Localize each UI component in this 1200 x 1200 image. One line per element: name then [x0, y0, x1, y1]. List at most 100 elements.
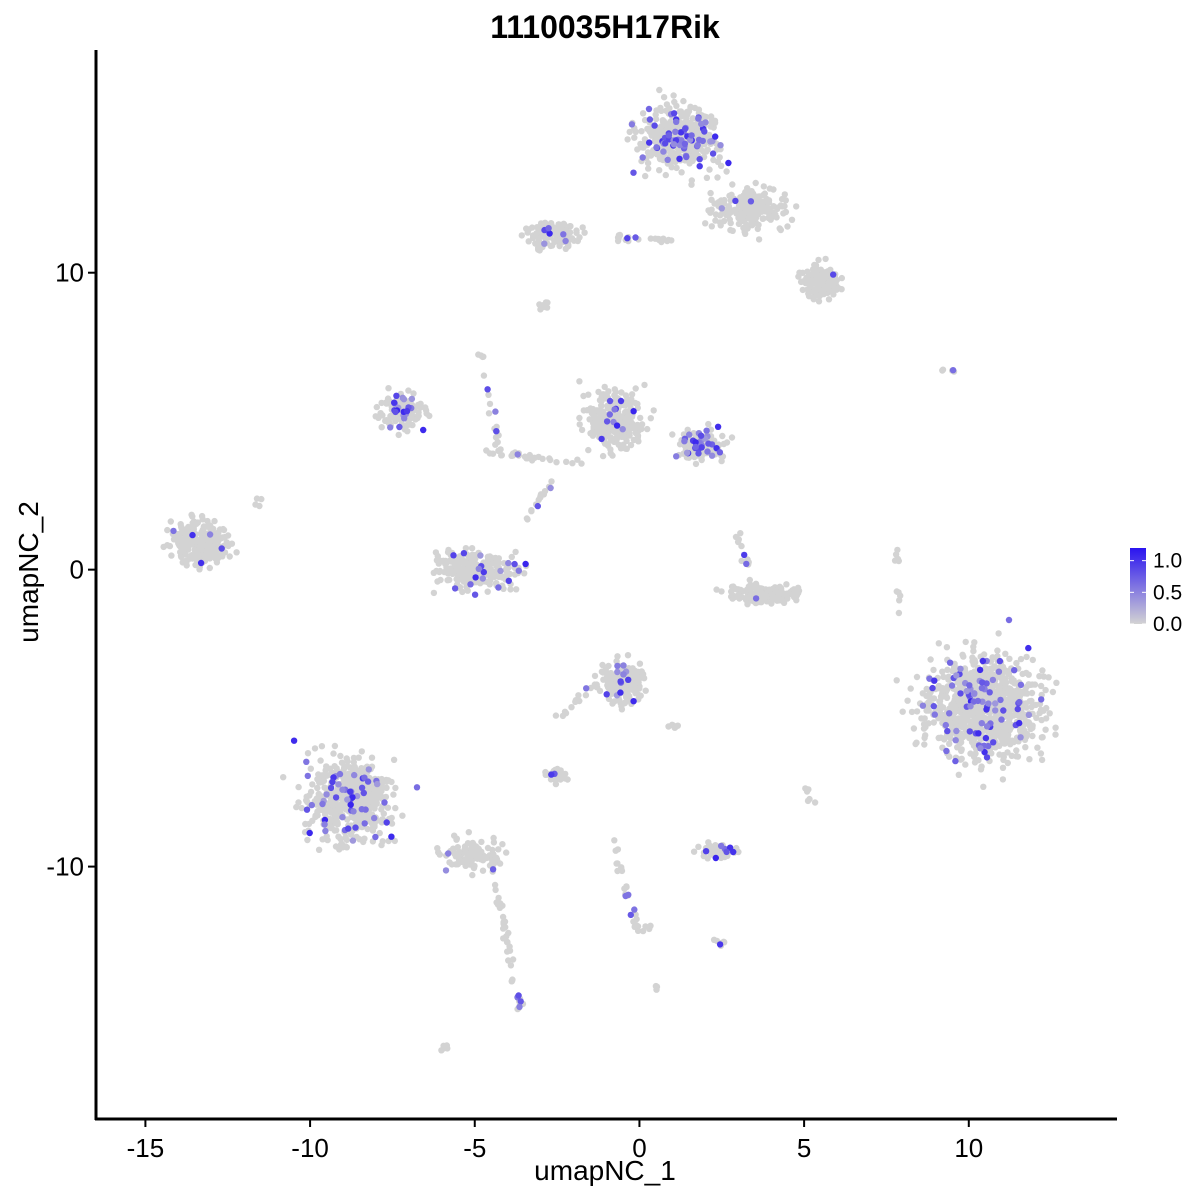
data-point	[495, 559, 502, 566]
data-point	[761, 594, 768, 601]
data-point	[723, 168, 730, 175]
data-point	[634, 146, 641, 153]
data-point	[690, 848, 698, 855]
data-point	[172, 536, 179, 543]
data-point	[976, 666, 984, 674]
data-point	[706, 131, 713, 139]
data-point	[736, 595, 743, 602]
data-point	[304, 836, 311, 844]
data-point	[511, 560, 518, 568]
data-point	[454, 566, 462, 574]
data-point	[938, 693, 945, 700]
x-tick-label: 5	[797, 1133, 811, 1163]
data-point	[164, 526, 171, 534]
data-point	[623, 883, 630, 890]
data-point	[583, 685, 590, 692]
data-point	[983, 706, 990, 713]
data-point	[307, 765, 314, 772]
data-point	[490, 851, 497, 858]
data-point	[955, 771, 962, 778]
data-point	[548, 771, 555, 778]
data-point	[695, 843, 702, 850]
data-point	[754, 225, 761, 233]
data-point	[496, 903, 504, 910]
data-point	[487, 569, 495, 576]
data-point	[319, 836, 326, 843]
data-point	[376, 829, 383, 837]
data-point	[600, 676, 607, 683]
data-point	[1042, 726, 1049, 733]
data-point	[627, 682, 635, 690]
data-point	[725, 159, 732, 167]
data-point	[454, 844, 461, 851]
data-point	[1005, 687, 1013, 695]
data-point	[557, 767, 564, 774]
data-point	[492, 408, 499, 415]
data-point	[996, 751, 1003, 758]
data-point	[653, 983, 661, 991]
data-point	[633, 922, 640, 929]
data-point	[986, 748, 994, 755]
data-point	[332, 843, 340, 850]
data-point	[1025, 644, 1032, 652]
data-point	[838, 274, 845, 282]
data-point	[990, 739, 997, 746]
data-point	[562, 770, 569, 778]
data-point	[304, 772, 311, 780]
data-point	[684, 426, 691, 433]
data-point	[614, 662, 621, 670]
data-point	[344, 758, 351, 765]
data-point	[790, 593, 798, 600]
data-point	[895, 609, 903, 617]
data-point	[336, 770, 344, 778]
data-point	[378, 816, 386, 823]
data-point	[399, 812, 406, 819]
data-point	[492, 434, 500, 441]
data-point	[913, 708, 921, 715]
y-axis-ticks: -10 0 10	[46, 258, 96, 882]
data-point	[742, 230, 749, 237]
data-point	[726, 844, 734, 851]
data-point	[609, 700, 616, 707]
data-point	[617, 689, 624, 696]
data-point	[829, 288, 837, 296]
data-point	[962, 710, 969, 717]
data-point	[489, 866, 497, 873]
data-point	[585, 446, 592, 454]
data-point	[535, 496, 542, 504]
data-point	[960, 653, 967, 660]
data-point	[957, 690, 964, 697]
data-point	[967, 674, 974, 681]
data-point	[617, 678, 624, 685]
legend-ticks: 0.0 0.5 1.0	[1130, 550, 1182, 636]
data-point	[827, 266, 834, 273]
data-point	[415, 412, 422, 420]
data-point	[576, 414, 583, 422]
data-point	[640, 675, 648, 682]
data-point	[930, 703, 937, 710]
data-point	[518, 232, 525, 239]
data-point	[369, 827, 377, 834]
data-point	[546, 455, 553, 462]
data-point	[996, 657, 1004, 665]
data-point	[973, 706, 981, 713]
data-point	[464, 560, 472, 568]
data-point	[629, 672, 636, 679]
data-point	[538, 302, 545, 309]
data-point	[480, 568, 487, 576]
data-point	[253, 495, 261, 502]
data-point	[479, 867, 487, 874]
data-point	[705, 207, 712, 214]
data-point	[218, 545, 225, 552]
data-point	[500, 919, 507, 926]
data-point	[660, 148, 667, 155]
data-point	[556, 236, 564, 244]
data-point	[767, 214, 774, 221]
data-point	[737, 530, 744, 537]
data-point	[475, 565, 482, 572]
data-point	[652, 111, 659, 118]
data-point	[701, 128, 708, 135]
data-point	[617, 397, 625, 405]
data-point	[978, 763, 985, 770]
data-point	[783, 581, 790, 588]
